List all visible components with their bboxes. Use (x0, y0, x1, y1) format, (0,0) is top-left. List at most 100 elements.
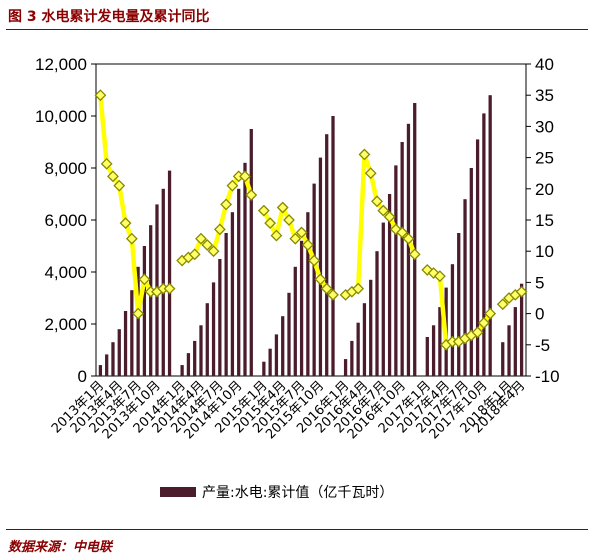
bar-4 (123, 311, 128, 376)
yoy-marker-3 (113, 179, 126, 192)
bar-62 (519, 283, 524, 376)
yoy-marker-28 (283, 214, 295, 226)
yoy-marker-57 (477, 317, 490, 329)
plot-area (95, 63, 527, 377)
y-left-tick-label-1: 2,000 (44, 315, 87, 334)
bar-2 (111, 342, 115, 376)
yoy-marker-39 (358, 148, 371, 161)
yoy-marker-25 (264, 217, 277, 230)
bar-59 (501, 342, 505, 376)
bar-30 (299, 240, 304, 376)
bar-20 (230, 212, 235, 376)
yoy-marker-1 (100, 157, 113, 170)
legend-label: 产量:水电:累计值（亿千瓦时） (202, 485, 393, 501)
yoy-marker-29 (289, 232, 302, 245)
bar-47 (413, 103, 417, 376)
y-left-tick-label-3: 6,000 (44, 211, 87, 230)
yoy-marker-46 (402, 232, 415, 245)
bar-40 (369, 279, 373, 376)
bar-60 (507, 325, 511, 376)
bar-43 (387, 194, 392, 376)
yoy-marker-34 (320, 282, 333, 295)
source-rule (6, 529, 588, 530)
bar-10 (161, 188, 165, 376)
bar-31 (306, 212, 310, 376)
bar-53 (457, 233, 461, 376)
bar-19 (224, 233, 228, 376)
legend: 产量:水电:累计值（亿千瓦时） (160, 485, 393, 501)
bar-37 (350, 340, 354, 376)
bar-8 (149, 225, 153, 376)
y-left-tick-label-6: 12,000 (35, 55, 87, 74)
yoy-marker-62 (515, 285, 528, 298)
yoy-marker-24 (257, 204, 270, 217)
bar-55 (469, 168, 473, 376)
yoy-marker-20 (226, 179, 239, 192)
bar-32 (312, 183, 316, 376)
yoy-marker-19 (220, 198, 233, 211)
yoy-marker-22 (239, 170, 251, 183)
y-right-tick-label-3: 5 (535, 273, 544, 292)
y-right-tick-label-10: 40 (535, 55, 554, 74)
yoy-marker-50 (433, 270, 446, 283)
bar-61 (513, 307, 517, 376)
figure-title: 图 3 水电累计发电量及累计同比 (8, 9, 210, 25)
bar-58 (488, 95, 492, 376)
yoy-marker-14 (188, 248, 201, 261)
yoy-marker-47 (408, 248, 421, 261)
yoy-marker-27 (276, 201, 289, 214)
bar-34 (325, 134, 329, 376)
y-right-tick-label-2: 0 (535, 305, 544, 324)
y-right-tick-label-4: 10 (535, 242, 554, 261)
bar-13 (186, 353, 191, 376)
source-note: 数据来源：中电联 (8, 540, 113, 555)
bar-3 (117, 329, 121, 376)
bar-28 (287, 292, 291, 376)
yoy-marker-58 (484, 307, 497, 320)
yoy-marker-5 (125, 232, 138, 245)
bar-23 (249, 129, 253, 376)
yoy-marker-45 (396, 226, 409, 239)
y-right-axis: -10 -5 0 5 10 15 20 25 30 35 40 (526, 55, 560, 386)
bar-48 (425, 337, 429, 376)
y-left-axis: 0 2,000 4,000 6,000 8,000 10,000 12,000 (35, 55, 96, 386)
yoy-marker-32 (308, 254, 321, 267)
bar-56 (475, 139, 480, 376)
yoy-marker-17 (207, 245, 220, 258)
yoy-marker-30 (295, 226, 308, 239)
yoy-marker-0 (94, 89, 107, 102)
bar-17 (211, 282, 216, 376)
title-rule (6, 29, 588, 30)
y-right-tick-label-7: 25 (535, 149, 554, 168)
yoy-marker-23 (245, 189, 258, 201)
yoy-marker-31 (301, 239, 314, 251)
y-left-tick-label-4: 8,000 (44, 159, 87, 178)
bar-6 (136, 266, 140, 376)
y-left-tick-label-2: 4,000 (44, 263, 87, 282)
bar-44 (394, 165, 398, 376)
yoy-marker-41 (371, 195, 383, 208)
bar-54 (463, 199, 467, 376)
yoy-marker-43 (383, 210, 396, 223)
bar-33 (318, 157, 323, 376)
yoy-marker-4 (119, 217, 132, 230)
y-right-tick-label-5: 15 (535, 211, 554, 230)
yoy-marker-15 (195, 232, 207, 245)
bar-42 (381, 222, 385, 376)
yoy-marker-7 (138, 273, 151, 286)
x-axis-labels: 2013年1月2013年4月2013年7月2013年10月2014年1月2014… (49, 378, 528, 442)
bar-24 (262, 361, 266, 376)
bar-16 (205, 303, 209, 376)
bar-50 (438, 307, 442, 376)
y-right-tick-label-1: -5 (535, 336, 550, 355)
yoy-marker-6 (132, 307, 145, 320)
bar-49 (431, 325, 436, 376)
legend-swatch (160, 487, 196, 497)
bar-46 (406, 123, 411, 376)
bar-39 (362, 303, 367, 376)
y-right-tick-label-0: -10 (535, 367, 560, 386)
yoy-marker-33 (314, 273, 327, 286)
bar-52 (450, 264, 455, 376)
yoy-marker-38 (352, 282, 365, 295)
bar-7 (142, 246, 147, 376)
